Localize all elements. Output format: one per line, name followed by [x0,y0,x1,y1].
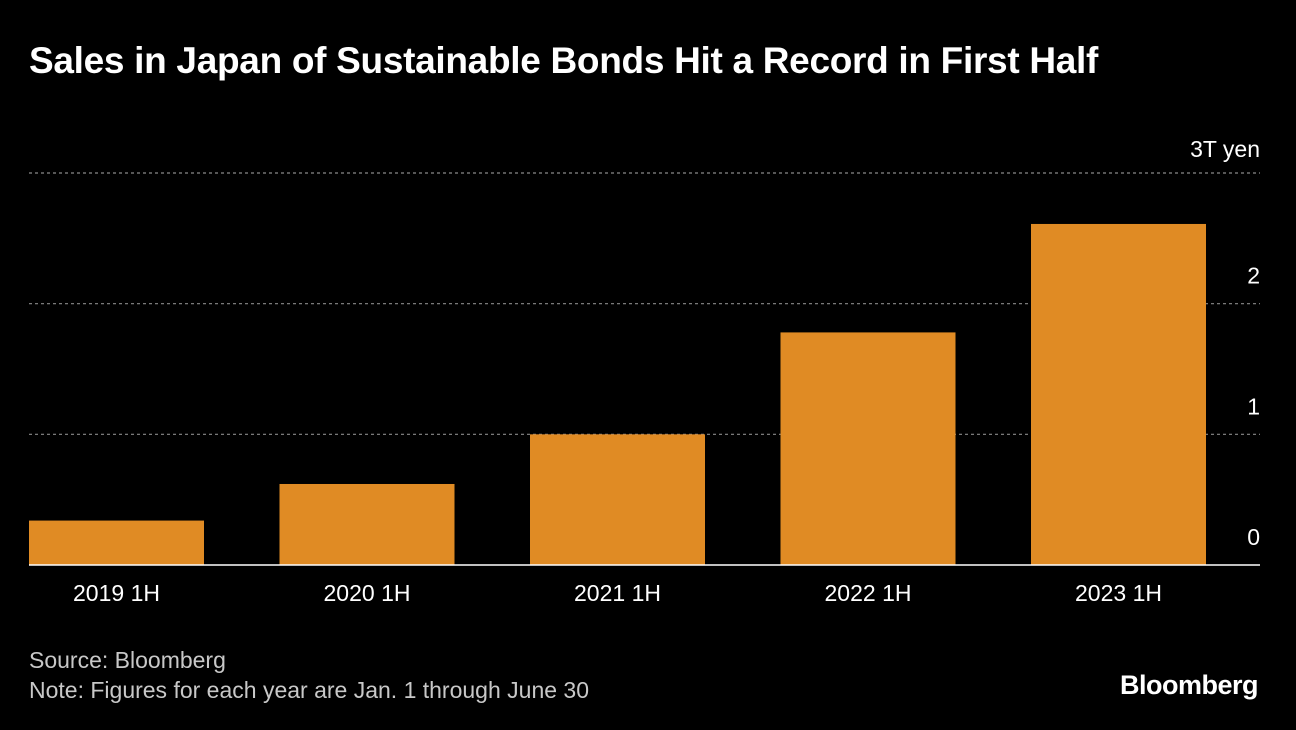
x-tick-label: 2023 1H [1075,580,1162,606]
x-tick-label: 2019 1H [73,580,160,606]
bar-2022-1h [780,332,956,565]
bars [29,223,1260,566]
x-tick-label: 2021 1H [574,580,661,606]
y-tick-label: 0 [1247,524,1260,550]
y-tick-label: 3T yen [1190,136,1260,162]
bloomberg-logo: Bloomberg [1119,670,1259,700]
chart-title: Sales in Japan of Sustainable Bonds Hit … [29,40,1099,81]
footnote: Note: Figures for each year are Jan. 1 t… [29,677,589,703]
bar-2021-1h [530,434,705,565]
source-note: Source: Bloomberg [29,647,226,673]
y-tick-label: 1 [1247,393,1260,419]
bar-2023-1h [1031,223,1206,565]
bar-2019-1h [29,520,204,565]
x-axis-ticks: 2019 1H 2020 1H 2021 1H 2022 1H 2023 1H [73,580,1162,606]
bar-2020-1h [279,483,455,565]
y-axis-ticks: 0 1 2 3T yen [1190,136,1260,550]
gridlines [29,172,1260,435]
x-tick-label: 2020 1H [324,580,411,606]
y-tick-label: 2 [1247,263,1260,289]
x-tick-label: 2022 1H [825,580,912,606]
